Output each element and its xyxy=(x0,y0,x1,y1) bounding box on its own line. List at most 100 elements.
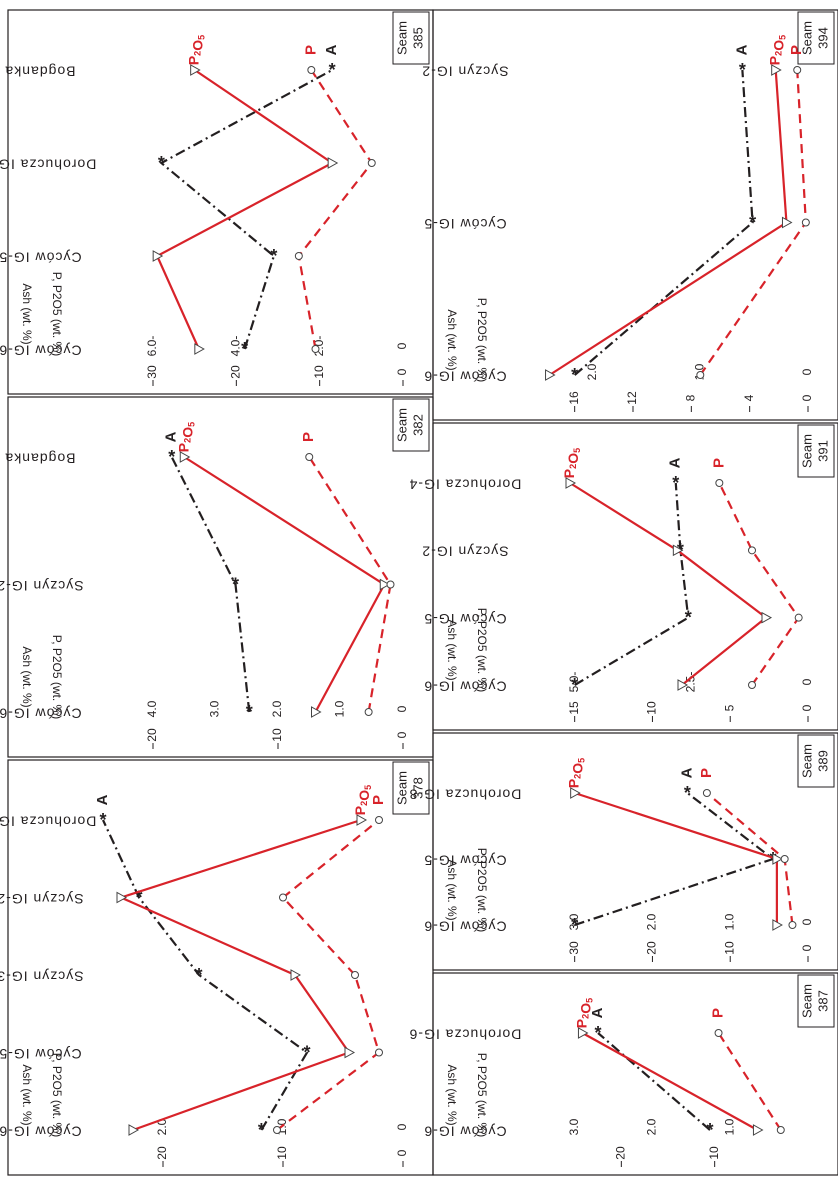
ash-axis-title: Ash (wt. %) xyxy=(20,1064,34,1125)
category-label: Bogdanka xyxy=(4,63,75,79)
category-label: Cyców IG-5 xyxy=(423,216,506,232)
label-part: 5 xyxy=(778,35,788,40)
ash-tick-label: 30 xyxy=(567,941,581,955)
p-marker xyxy=(305,453,314,461)
label-part: P xyxy=(561,469,577,478)
p-marker xyxy=(367,159,376,167)
p2o5-marker xyxy=(179,451,191,463)
p2o5-marker xyxy=(761,611,773,624)
ash-tick-label: 0 xyxy=(800,704,814,711)
ash-marker: * xyxy=(99,810,106,830)
phos-tick-label: 1.0 xyxy=(333,700,347,717)
ash-tick-label: 20 xyxy=(145,728,159,742)
label-part: P xyxy=(185,56,201,65)
category-label: Cyców IG-6 xyxy=(423,368,506,384)
p-marker xyxy=(748,546,756,555)
p2o5-marker xyxy=(190,64,201,76)
chart-panel-seam-387: Seam 387 Ash (wt. %) P, P2O5 (wt. %) 10 20 1.0… xyxy=(409,972,838,1176)
ash-marker: * xyxy=(672,473,679,493)
phos-tick-label: 3.0 xyxy=(567,1118,581,1135)
p2o5-marker xyxy=(128,1124,140,1136)
category-label: Cyców IG-6 xyxy=(423,918,506,934)
series-line-ash xyxy=(159,69,333,350)
phos-axis-title: P, P2O5 (wt. %) xyxy=(475,298,489,382)
ash-tick-label: 5 xyxy=(722,704,736,711)
p-marker xyxy=(696,371,705,379)
ash-tick-label: 20 xyxy=(645,941,659,955)
p2o5-marker xyxy=(771,64,782,76)
p2o5-marker xyxy=(356,814,368,826)
category-label: Cyców IG-5 xyxy=(423,611,506,627)
p2o5-marker xyxy=(772,919,783,931)
ash-marker: * xyxy=(303,1042,310,1062)
label-part: P xyxy=(565,779,581,788)
category-label: Cyców IG-6 xyxy=(0,342,82,358)
category-label: Dorohucza IG-6 xyxy=(409,1026,522,1042)
p-marker xyxy=(311,345,320,353)
ash-marker: * xyxy=(749,212,756,232)
label-part: 5 xyxy=(187,422,197,427)
phos-tick-label: 0 xyxy=(395,342,409,349)
seam-label: Seam xyxy=(799,434,814,468)
legend-label-ash: A xyxy=(94,794,111,805)
series-line-p2o5 xyxy=(574,791,778,925)
phos-tick-label: 0 xyxy=(800,918,814,925)
p-marker xyxy=(793,66,802,74)
ash-axis-title: Ash (wt. %) xyxy=(445,309,459,370)
phos-tick-label: 3.0 xyxy=(208,700,222,717)
series-line-p2o5 xyxy=(117,818,362,1132)
seam-label: Seam xyxy=(394,408,409,442)
legend-label-p: P xyxy=(788,45,805,55)
p2o5-marker xyxy=(672,544,684,557)
seam-box xyxy=(797,424,835,478)
ash-tick-label: 10 xyxy=(270,728,284,742)
phos-tick-label: 0 xyxy=(800,678,814,685)
category-label: Dorohucza IG-4 xyxy=(409,476,522,492)
ash-marker: * xyxy=(594,1023,601,1043)
phos-tick-label: 2.0 xyxy=(585,363,599,380)
phos-tick-label: 6.0- xyxy=(145,336,159,357)
label-part: P xyxy=(175,443,191,452)
phos-axis-title: P, P2O5 (wt. %) xyxy=(50,635,64,719)
ash-marker: * xyxy=(571,365,578,385)
series-line-p xyxy=(297,69,374,350)
ash-marker: * xyxy=(270,246,277,266)
p-marker xyxy=(801,218,810,227)
ash-axis-title: Ash (wt. %) xyxy=(445,859,459,920)
legend-label-p: P xyxy=(300,432,317,442)
ash-marker: * xyxy=(329,60,336,80)
p-marker xyxy=(351,971,359,979)
seam-label: Seam xyxy=(799,21,814,55)
legend-label-ash: A xyxy=(667,457,684,468)
p2o5-marker xyxy=(677,679,689,691)
p-marker xyxy=(279,893,287,902)
p-marker xyxy=(307,66,316,74)
phos-tick-label: 1.0 xyxy=(722,913,736,930)
phos-tick-label: 2.0 xyxy=(270,700,284,717)
p-marker xyxy=(715,479,724,487)
p2o5-marker xyxy=(570,787,581,799)
seam-label: Seam xyxy=(394,21,409,55)
ash-marker: * xyxy=(706,1120,713,1140)
p2o5-marker xyxy=(781,216,793,229)
ash-marker: * xyxy=(571,915,578,935)
seam-box xyxy=(392,11,430,65)
chart-panel-seam-391: Seam 391 Ash (wt. %) P, P2O5 (wt. %) 0 5 10 15 0… xyxy=(409,422,838,731)
series-line-p2o5 xyxy=(155,69,335,350)
panel-frame xyxy=(432,972,838,1176)
p-marker xyxy=(788,921,797,929)
ash-tick-label: 15 xyxy=(567,701,581,715)
label-part: 5 xyxy=(572,448,582,453)
p-marker xyxy=(364,708,373,716)
ash-tick-label: 10 xyxy=(722,941,736,955)
ash-marker: * xyxy=(685,607,692,627)
ash-axis-title: Ash (wt. %) xyxy=(445,619,459,680)
p-marker xyxy=(794,613,803,622)
series-line-ash xyxy=(573,69,754,376)
ash-tick-label: 30 xyxy=(145,365,159,379)
seam-number: 394 xyxy=(815,27,830,49)
phos-tick-label: 0 xyxy=(800,368,814,375)
p2o5-marker xyxy=(565,477,577,489)
